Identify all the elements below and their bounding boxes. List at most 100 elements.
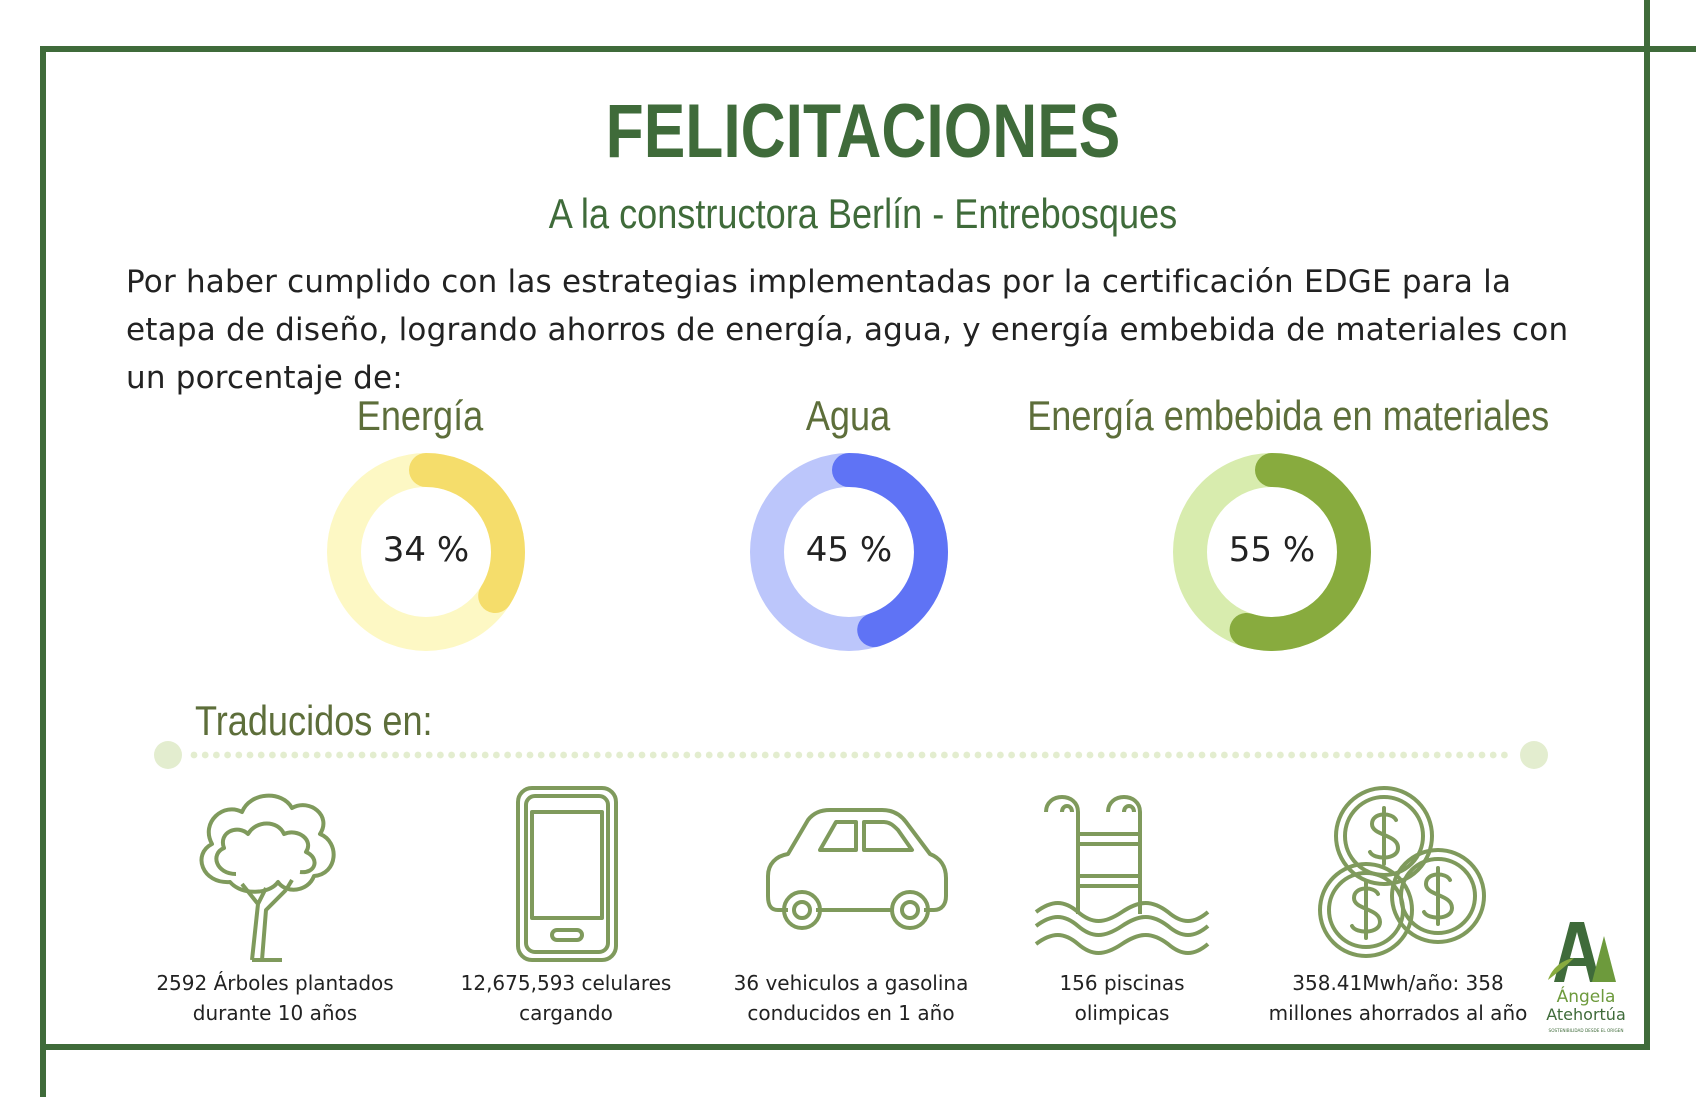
divider-dot (963, 751, 971, 759)
caption-savings-line2: millones ahorrados al año (1268, 1001, 1528, 1025)
divider-dot (515, 751, 523, 759)
brand-logo: Ángela Atehortúa SOSTENIBILIDAD DESDE EL… (1546, 922, 1626, 1033)
frame-bottom (40, 1044, 1650, 1050)
divider-dot (235, 751, 243, 759)
divider-dot (1221, 751, 1228, 759)
frame-left (40, 46, 46, 1097)
divider-dot (1400, 751, 1407, 759)
divider-dot (728, 751, 735, 759)
divider-dot (1086, 751, 1094, 759)
metric-label-materials: Energía embebida en materiales (1027, 392, 1550, 439)
divider-dot (840, 751, 847, 759)
coins-icon (1318, 786, 1486, 958)
frame-top (40, 46, 1696, 52)
divider-dot (1187, 751, 1195, 759)
divider-dot (1389, 751, 1396, 759)
divider-dot (313, 751, 321, 759)
divider-dot (873, 751, 881, 759)
divider-dot (1277, 751, 1284, 759)
divider-dot (224, 751, 231, 759)
divider-dot (985, 751, 993, 759)
divider-dot (201, 751, 209, 759)
divider-dot (526, 751, 534, 759)
divider-dot (269, 751, 276, 759)
divider-dot (347, 751, 355, 759)
divider-dot (929, 751, 937, 759)
divider-dot (627, 751, 635, 759)
divider-dot (817, 751, 825, 759)
divider-dot (1456, 751, 1463, 759)
divider-dot (1411, 751, 1419, 759)
divider-dot (1433, 751, 1441, 759)
divider-dot (1165, 751, 1172, 759)
divider-dot (694, 751, 702, 759)
divider-dot (470, 751, 478, 759)
divider-dot (1153, 751, 1161, 759)
divider-dot (907, 751, 915, 759)
divider-dot (1209, 751, 1217, 759)
divider-dot (1254, 751, 1262, 759)
translated-heading: Traducidos en: (195, 697, 433, 744)
donut-water: 45 % (749, 452, 949, 652)
divider-dot (1299, 751, 1307, 759)
frame-right (1644, 0, 1650, 1050)
divider-end-dot (154, 741, 182, 769)
divider-dot (336, 751, 343, 759)
divider-dot (616, 751, 623, 759)
divider-dot (291, 751, 299, 759)
divider-dot (325, 751, 332, 759)
divider-dot (1333, 751, 1340, 759)
divider-dot (1467, 751, 1475, 759)
divider-dot (1176, 751, 1183, 759)
divider-dot (1445, 751, 1452, 759)
divider-dot (784, 751, 791, 759)
donut-energy: 34 % (326, 452, 526, 652)
tree-icon (199, 793, 336, 962)
divider-dot (1265, 751, 1273, 759)
divider-dot (1344, 751, 1351, 759)
divider-dot (1041, 751, 1049, 759)
divider-dot (918, 751, 926, 759)
divider-dot (1422, 751, 1430, 759)
divider-dot (549, 751, 556, 759)
divider-dot (739, 751, 747, 759)
divider-dot (1232, 751, 1239, 759)
divider-dot (190, 751, 198, 759)
divider-dot (638, 751, 646, 759)
divider-dot (414, 751, 422, 759)
divider-dot (1198, 751, 1206, 759)
divider-dot (504, 751, 511, 759)
divider-dot (1355, 751, 1363, 759)
page-title: FELICITACIONES (605, 89, 1121, 174)
divider-dot (582, 751, 590, 759)
divider-dot (661, 751, 668, 759)
donut-water-value: 45 % (805, 530, 893, 570)
divider-dot (560, 751, 567, 759)
car-icon (766, 808, 948, 930)
divider-dot (1478, 751, 1486, 759)
divider-dot (997, 751, 1004, 759)
divider-dot (280, 751, 287, 759)
divider-dot (1120, 751, 1127, 759)
caption-savings: 358.41Mwh/año: 358 millones ahorrados al… (1248, 968, 1548, 1028)
caption-pools-line2: olimpicas (1074, 1001, 1170, 1025)
divider-dot (896, 751, 903, 759)
divider-dot (459, 751, 467, 759)
caption-trees: 2592 Árboles plantados durante 10 años (125, 968, 425, 1028)
divider-dot (1109, 751, 1116, 759)
divider-dot (952, 751, 959, 759)
divider-dot (448, 751, 455, 759)
page-subtitle: A la constructora Berlín - Entrebosques (548, 190, 1178, 237)
intro-text: Por haber cumplido con las estrategias i… (126, 264, 1569, 396)
divider-dot (1288, 751, 1295, 759)
dotted-divider (154, 741, 1548, 769)
divider-dot (773, 751, 780, 759)
divider-dot (1310, 751, 1318, 759)
divider-dot (1019, 751, 1027, 759)
caption-phones-line1: 12,675,593 celulares (460, 971, 672, 995)
divider-dot (605, 751, 612, 759)
divider-dot (717, 751, 724, 759)
caption-trees-line1: 2592 Árboles plantados (156, 971, 394, 995)
divider-dot (403, 751, 411, 759)
divider-dot (683, 751, 691, 759)
